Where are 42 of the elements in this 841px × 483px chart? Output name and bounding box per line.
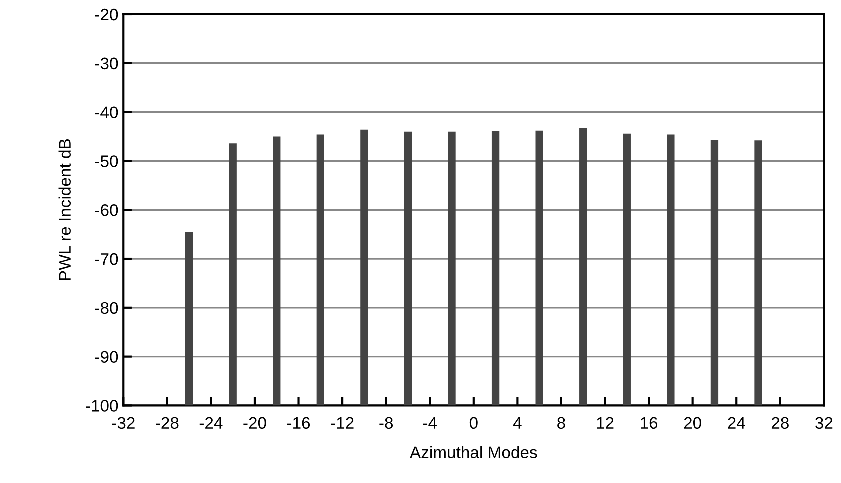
x-tick-label: -20 <box>244 417 266 430</box>
x-axis-title: Azimuthal Modes <box>410 446 538 458</box>
x-tick-label: 4 <box>513 417 522 429</box>
x-tick-label: -16 <box>287 417 310 430</box>
bar <box>492 131 500 406</box>
x-tick-label: 28 <box>772 417 789 430</box>
x-tick-label: -12 <box>331 417 354 429</box>
x-tick-label: 20 <box>684 417 702 430</box>
bar <box>185 232 194 406</box>
y-tick-label: -90 <box>95 351 118 364</box>
y-tick-label: -30 <box>95 58 118 70</box>
bar <box>754 140 762 406</box>
x-tick-label: 24 <box>728 417 746 429</box>
bar <box>536 130 544 406</box>
x-tick-label: 8 <box>558 417 566 430</box>
bar <box>580 128 588 406</box>
y-tick-label: -100 <box>86 400 118 412</box>
bar <box>229 144 237 406</box>
x-tick-label: -24 <box>200 417 223 429</box>
y-tick-label: -80 <box>95 302 118 314</box>
bar <box>360 130 368 406</box>
y-tick-label: -60 <box>95 204 118 216</box>
bar <box>404 132 412 406</box>
x-tick-label: 12 <box>597 417 614 429</box>
y-axis-title: PWL re Incident dB <box>58 140 72 280</box>
bar <box>316 134 324 406</box>
x-tick-label: 16 <box>641 417 658 430</box>
x-tick-label: 0 <box>470 417 478 430</box>
bar <box>710 140 719 406</box>
x-tick-label: 32 <box>816 417 833 430</box>
y-tick-label: -20 <box>95 8 118 21</box>
x-tick-label: -28 <box>156 417 179 430</box>
y-tick-label: -50 <box>95 156 118 168</box>
y-tick-label: -40 <box>95 106 118 118</box>
bar <box>273 136 281 406</box>
x-tick-label: -4 <box>423 417 438 429</box>
x-tick-label: -32 <box>112 417 135 430</box>
x-tick-label: -8 <box>380 417 394 430</box>
bar <box>448 132 456 406</box>
bar <box>623 134 631 406</box>
y-tick-label: -70 <box>95 253 118 266</box>
bar <box>667 134 675 406</box>
